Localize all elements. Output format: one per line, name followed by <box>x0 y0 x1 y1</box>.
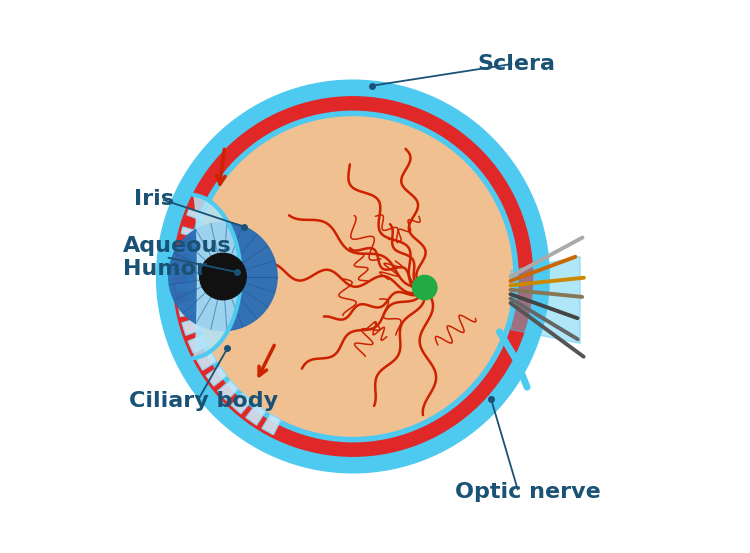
Polygon shape <box>231 393 251 414</box>
Text: Sclera: Sclera <box>477 54 555 74</box>
Circle shape <box>157 80 549 473</box>
Circle shape <box>413 275 437 300</box>
Polygon shape <box>176 265 193 272</box>
Polygon shape <box>178 301 197 316</box>
Polygon shape <box>194 195 241 358</box>
Circle shape <box>173 97 532 456</box>
Polygon shape <box>182 227 199 237</box>
Polygon shape <box>206 366 226 386</box>
Polygon shape <box>246 404 266 425</box>
Polygon shape <box>176 284 193 291</box>
Text: Aqueous
Humor: Aqueous Humor <box>124 236 232 279</box>
Text: Optic nerve: Optic nerve <box>455 482 601 502</box>
Circle shape <box>169 222 277 331</box>
Polygon shape <box>196 351 217 370</box>
Polygon shape <box>178 246 195 254</box>
Polygon shape <box>262 414 280 435</box>
Text: Ciliary body: Ciliary body <box>129 391 278 411</box>
Text: Iris: Iris <box>134 189 175 209</box>
Polygon shape <box>188 335 209 353</box>
Circle shape <box>190 113 516 440</box>
Polygon shape <box>187 209 205 221</box>
Circle shape <box>200 253 246 300</box>
Polygon shape <box>182 319 202 335</box>
Polygon shape <box>218 380 238 400</box>
